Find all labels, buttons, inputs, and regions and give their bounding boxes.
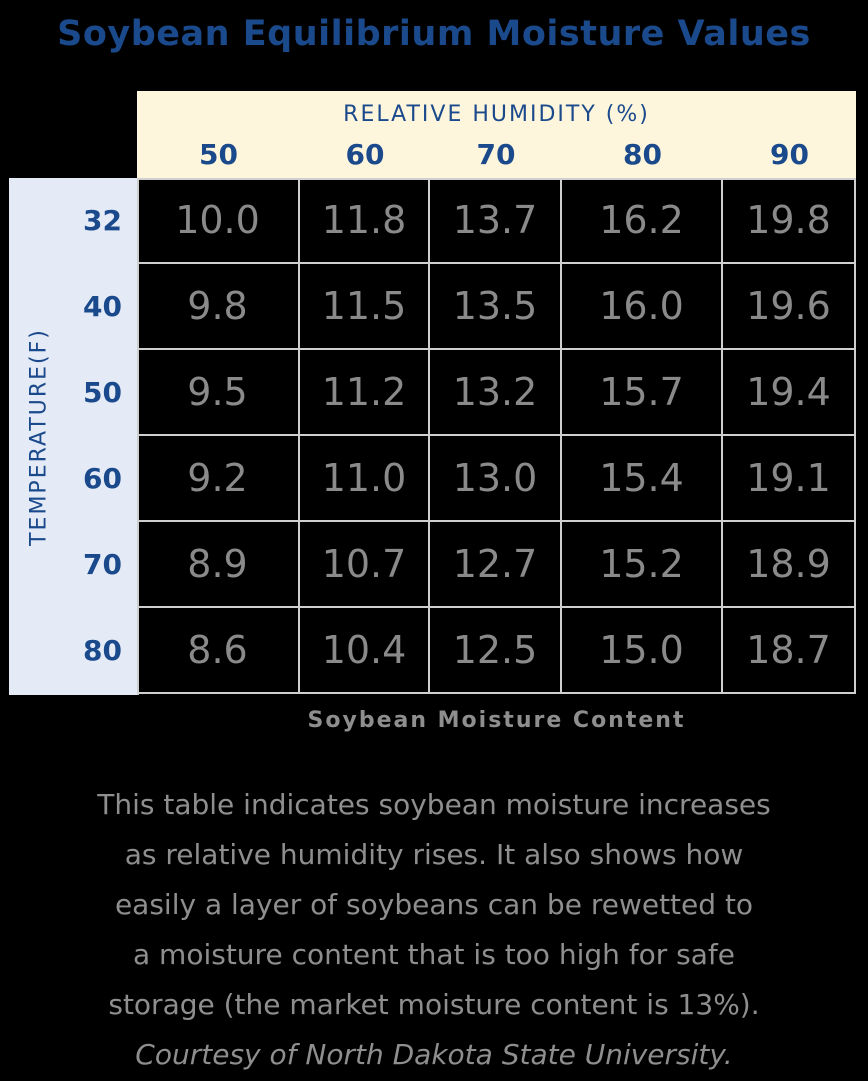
explanatory-note: This table indicates soybean moisture in… [20,780,848,1080]
table-cell: 11.5 [300,264,430,350]
table-cell: 10.4 [300,608,430,694]
column-tick-label: 70 [476,138,516,171]
table-cell: 16.2 [562,178,723,264]
table-cell: 18.7 [723,608,856,694]
table-cell: 9.2 [137,436,300,522]
table-cell: 15.0 [562,608,723,694]
table-cell: 19.6 [723,264,856,350]
table-caption: Soybean Moisture Content [307,708,686,733]
table-cell: 13.5 [430,264,562,350]
table-cell: 13.0 [430,436,562,522]
table-cell: 15.7 [562,350,723,436]
table-cell: 15.2 [562,522,723,608]
table-cell: 10.0 [137,178,300,264]
source-credit: Courtesy of North Dakota State Universit… [135,1038,733,1071]
column-tick-label: 90 [770,138,809,171]
column-axis-label: RELATIVE HUMIDITY (%) [343,102,650,127]
table-cell: 8.6 [137,608,300,694]
column-tick-label: 50 [199,138,238,171]
column-header-band [137,91,856,178]
row-axis-label: TEMPERATURE(F) [26,328,52,546]
note-line: as relative humidity rises. It also show… [124,838,744,871]
table-cell: 11.0 [300,436,430,522]
row-tick-label: 32 [83,204,122,237]
table-cell: 9.8 [137,264,300,350]
table-cell: 8.9 [137,522,300,608]
table-cell: 10.7 [300,522,430,608]
table-cell: 19.1 [723,436,856,522]
table-cell: 15.4 [562,436,723,522]
table-cell: 16.0 [562,264,723,350]
row-tick-label: 80 [83,634,122,667]
table-cell: 11.2 [300,350,430,436]
table-cell: 13.2 [430,350,562,436]
table-cell: 13.7 [430,178,562,264]
chart-title: Soybean Equilibrium Moisture Values [57,14,811,54]
note-line: storage (the market moisture content is … [108,988,760,1021]
row-tick-label: 70 [83,548,122,581]
table-cell: 12.5 [430,608,562,694]
note-line: easily a layer of soybeans can be rewett… [114,888,754,921]
row-tick-label: 50 [83,376,122,409]
table-cell: 18.9 [723,522,856,608]
moisture-table-grid: 10.0 11.8 13.7 16.2 19.8 9.8 11.5 13.5 16.0 19.6 9… [137,178,856,695]
table-cell: 19.4 [723,350,856,436]
table-cell: 9.5 [137,350,300,436]
note-line: a moisture content that is too high for … [132,938,736,971]
table-cell: 11.8 [300,178,430,264]
column-tick-label: 80 [623,138,662,171]
note-line: This table indicates soybean moisture in… [97,788,771,821]
table-cell: 19.8 [723,178,856,264]
row-tick-label: 60 [83,462,122,495]
column-tick-label: 60 [345,138,385,171]
table-cell: 12.7 [430,522,562,608]
row-tick-label: 40 [83,290,122,323]
row-header-band [9,178,137,695]
